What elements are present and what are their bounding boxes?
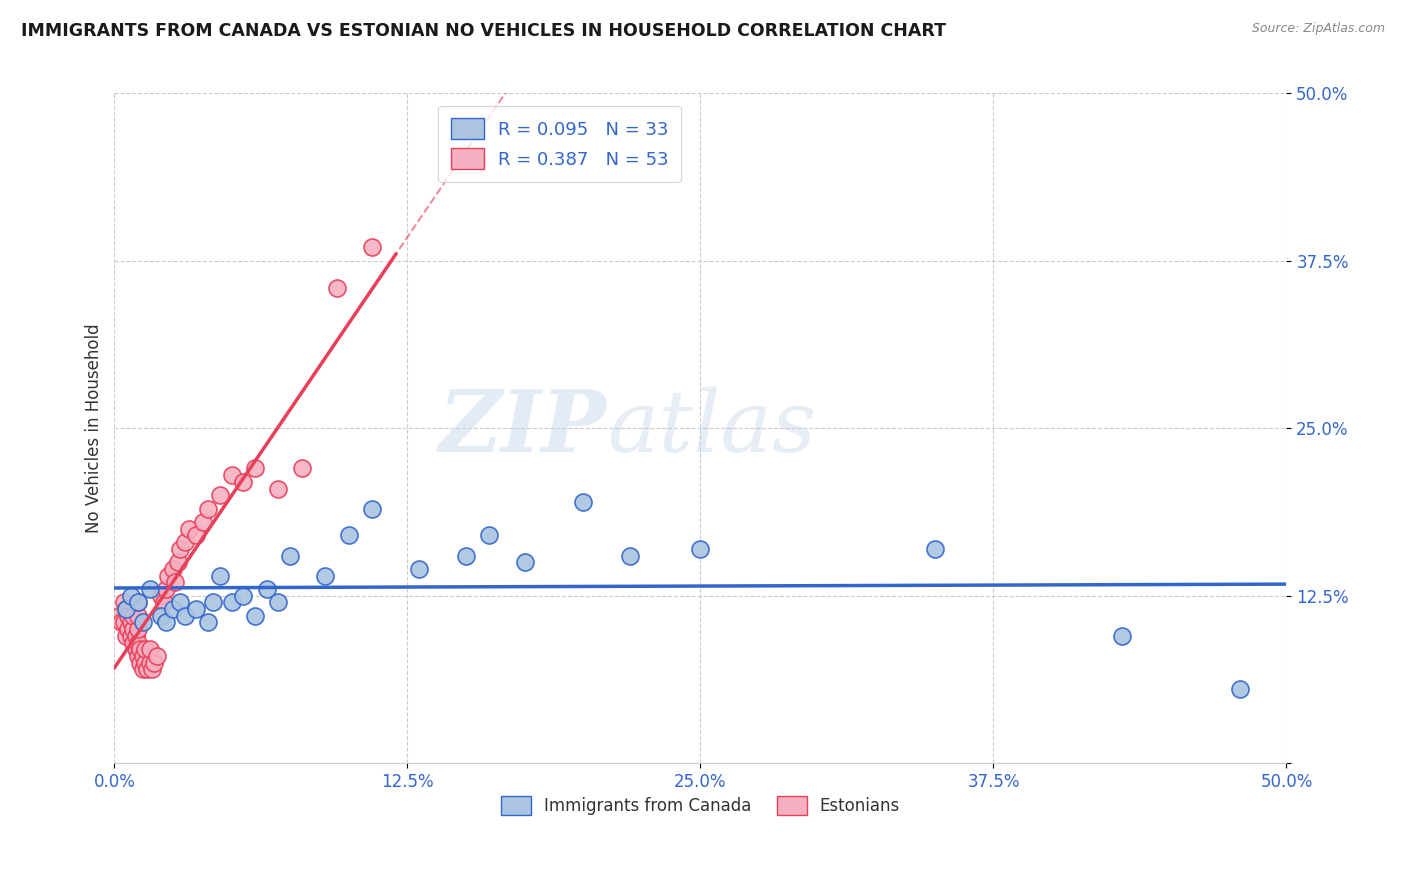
Point: [408, 562, 430, 576]
Point: [169, 541, 191, 556]
Point: [115, 602, 138, 616]
Point: [131, 615, 153, 630]
Point: [221, 468, 243, 483]
Point: [454, 549, 477, 563]
Point: [122, 608, 145, 623]
Point: [162, 562, 184, 576]
Point: [120, 615, 142, 630]
Point: [243, 608, 266, 623]
Point: [129, 656, 152, 670]
Point: [120, 629, 142, 643]
Point: [150, 608, 173, 623]
Point: [124, 629, 146, 643]
Point: [122, 622, 145, 636]
Point: [115, 602, 138, 616]
Point: [572, 495, 595, 509]
Point: [127, 648, 149, 663]
Point: [145, 648, 167, 663]
Point: [127, 595, 149, 609]
Point: [120, 589, 142, 603]
Point: [138, 642, 160, 657]
Point: [117, 622, 139, 636]
Point: [361, 501, 384, 516]
Point: [689, 541, 711, 556]
Point: [115, 629, 138, 643]
Text: ZIP: ZIP: [439, 386, 606, 470]
Point: [221, 595, 243, 609]
Point: [143, 656, 166, 670]
Point: [256, 582, 278, 596]
Point: [127, 595, 149, 609]
Point: [179, 522, 201, 536]
Point: [173, 608, 195, 623]
Point: [361, 240, 384, 254]
Point: [173, 535, 195, 549]
Point: [232, 475, 254, 489]
Point: [924, 541, 946, 556]
Point: [267, 482, 290, 496]
Text: Source: ZipAtlas.com: Source: ZipAtlas.com: [1251, 22, 1385, 36]
Point: [127, 608, 149, 623]
Point: [619, 549, 641, 563]
Point: [314, 568, 336, 582]
Point: [134, 642, 156, 657]
Point: [131, 662, 153, 676]
Legend: Immigrants from Canada, Estonians: Immigrants from Canada, Estonians: [494, 789, 907, 822]
Point: [193, 515, 215, 529]
Point: [278, 549, 301, 563]
Point: [155, 615, 177, 630]
Point: [127, 622, 149, 636]
Point: [112, 595, 135, 609]
Point: [186, 528, 208, 542]
Point: [165, 575, 187, 590]
Point: [141, 662, 163, 676]
Point: [138, 656, 160, 670]
Point: [131, 648, 153, 663]
Point: [513, 555, 536, 569]
Point: [152, 595, 174, 609]
Text: atlas: atlas: [606, 387, 815, 469]
Y-axis label: No Vehicles in Household: No Vehicles in Household: [86, 324, 103, 533]
Point: [136, 662, 159, 676]
Point: [162, 602, 184, 616]
Point: [291, 461, 314, 475]
Point: [122, 635, 145, 649]
Text: IMMIGRANTS FROM CANADA VS ESTONIAN NO VEHICLES IN HOUSEHOLD CORRELATION CHART: IMMIGRANTS FROM CANADA VS ESTONIAN NO VE…: [21, 22, 946, 40]
Point: [1111, 629, 1133, 643]
Point: [197, 615, 219, 630]
Point: [1229, 682, 1251, 697]
Point: [108, 608, 131, 623]
Point: [129, 642, 152, 657]
Point: [326, 280, 349, 294]
Point: [169, 595, 191, 609]
Point: [138, 582, 160, 596]
Point: [112, 615, 135, 630]
Point: [124, 642, 146, 657]
Point: [208, 488, 231, 502]
Point: [110, 615, 132, 630]
Point: [166, 555, 188, 569]
Point: [150, 589, 173, 603]
Point: [232, 589, 254, 603]
Point: [478, 528, 501, 542]
Point: [127, 635, 149, 649]
Point: [117, 608, 139, 623]
Point: [208, 568, 231, 582]
Point: [267, 595, 290, 609]
Point: [155, 582, 177, 596]
Point: [197, 501, 219, 516]
Point: [337, 528, 360, 542]
Point: [243, 461, 266, 475]
Point: [186, 602, 208, 616]
Point: [157, 568, 180, 582]
Point: [201, 595, 224, 609]
Point: [134, 656, 156, 670]
